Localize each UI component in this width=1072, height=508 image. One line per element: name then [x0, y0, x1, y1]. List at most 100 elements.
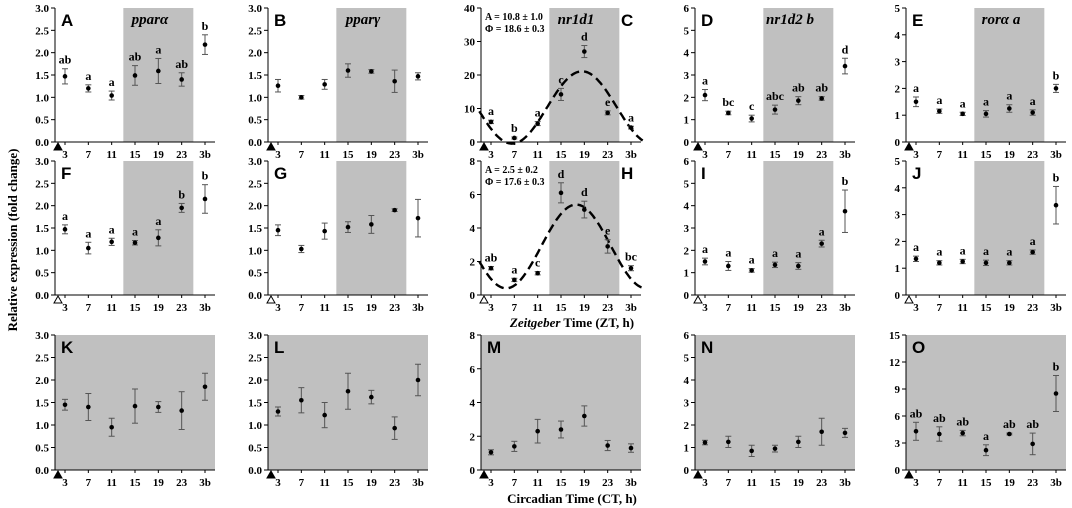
data-point: a — [1006, 245, 1013, 266]
x-tick-label: 15 — [556, 302, 568, 314]
mean-marker — [628, 445, 634, 451]
mean-marker — [1053, 391, 1059, 396]
x-tick-label: 11 — [957, 302, 967, 314]
x-tick-label: 15 — [770, 302, 782, 314]
y-tick-label: 6 — [684, 330, 690, 342]
y-tick-label: 0.5 — [35, 268, 49, 280]
mean-marker — [1053, 86, 1059, 91]
mean-marker — [86, 404, 91, 410]
mean-marker — [796, 98, 801, 103]
data-point: a — [818, 224, 825, 248]
x-tick-label: 3 — [275, 477, 281, 489]
significance-group-label: a — [1030, 94, 1036, 108]
x-tick-label: 7 — [512, 477, 518, 489]
data-point: a — [795, 247, 802, 270]
x-tick-label: 3b — [625, 149, 637, 161]
significance-group-label: ab — [485, 251, 498, 265]
x-tick-label: 3 — [275, 149, 281, 161]
mean-marker — [819, 96, 824, 101]
panel-letter: G — [274, 164, 287, 183]
significance-group-label: d — [842, 42, 849, 56]
x-tick-label: 11 — [106, 477, 116, 489]
data-point: a — [983, 429, 989, 457]
mean-marker — [726, 263, 731, 269]
x-tick-label: 3b — [1050, 302, 1062, 314]
y-tick-label: 0 — [684, 137, 690, 149]
x-tick-label: 15 — [556, 149, 568, 161]
mean-marker — [796, 439, 801, 445]
y-tick-label: 8 — [470, 156, 476, 168]
y-tick-label: 3 — [684, 223, 690, 235]
significance-group-label: a — [913, 81, 919, 95]
mean-marker — [415, 377, 421, 383]
significance-group-label: c — [749, 99, 755, 113]
data-point — [415, 198, 421, 238]
mean-marker — [558, 190, 564, 196]
arrow-marker — [266, 469, 276, 479]
x-tick-label: 3 — [488, 477, 494, 489]
x-tick-label: 3b — [839, 477, 851, 489]
data-point: a — [936, 93, 943, 114]
mean-marker — [983, 447, 989, 453]
dark-phase-shading — [549, 8, 620, 142]
arrow-marker — [479, 469, 489, 479]
y-tick-label: 4 — [895, 183, 901, 195]
x-tick-label: 11 — [746, 149, 756, 161]
significance-group-label: a — [960, 96, 966, 110]
y-tick-label: 2.0 — [248, 375, 262, 387]
mean-marker — [512, 277, 517, 283]
data-point: a — [108, 222, 115, 246]
mean-marker — [749, 268, 754, 273]
x-tick-label: 7 — [726, 477, 732, 489]
mean-marker — [628, 265, 634, 271]
x-tick-label: 19 — [793, 477, 805, 489]
data-point — [415, 72, 421, 81]
data-point — [818, 417, 825, 446]
mean-marker — [819, 241, 824, 246]
y-tick-label: 0.5 — [248, 443, 262, 455]
data-point: abc — [766, 89, 785, 115]
mean-marker — [1030, 249, 1035, 255]
significance-group-label: a — [772, 246, 778, 260]
mean-marker — [913, 429, 919, 434]
data-point: b — [842, 174, 849, 233]
mean-marker — [937, 431, 942, 437]
significance-group-label: a — [85, 69, 91, 83]
data-point — [321, 402, 328, 429]
panel-letter: L — [274, 338, 284, 357]
x-tick-label: 7 — [299, 149, 305, 161]
mean-marker — [345, 388, 351, 394]
y-tick-label: 1.0 — [35, 245, 49, 257]
significance-group-label: a — [936, 93, 942, 107]
data-point: d — [581, 30, 588, 59]
gene-name: pparγ — [344, 12, 381, 28]
y-tick-label: 0.5 — [248, 115, 262, 127]
x-tick-label: 19 — [366, 302, 378, 314]
mean-marker — [913, 99, 919, 105]
data-point: ab — [933, 411, 946, 442]
arrow-marker — [53, 469, 63, 479]
data-point — [725, 435, 732, 448]
y-tick-label: 0.0 — [248, 290, 262, 302]
data-point — [275, 406, 281, 417]
data-point: b — [511, 121, 518, 141]
significance-group-label: a — [109, 75, 115, 89]
y-tick-label: 1.5 — [248, 398, 262, 410]
y-tick-label: 4 — [470, 398, 476, 410]
dark-phase-shading — [974, 161, 1045, 295]
fit-parameter-text: A = 10.8 ± 1.0 — [485, 12, 543, 23]
x-tick-label: 23 — [176, 302, 188, 314]
y-tick-label: 0 — [470, 465, 476, 477]
y-tick-label: 0 — [470, 137, 476, 149]
significance-group-label: a — [85, 226, 91, 240]
data-point: b — [1053, 360, 1060, 412]
x-axis-label-row3: Circadian Time (CT, h) — [507, 491, 637, 506]
x-tick-label: 7 — [86, 302, 92, 314]
gene-name: rorα a — [982, 12, 1021, 28]
significance-group-label: b — [1053, 170, 1060, 184]
x-tick-label: 3 — [913, 149, 919, 161]
x-tick-label: 11 — [319, 477, 329, 489]
mean-marker — [913, 256, 919, 262]
